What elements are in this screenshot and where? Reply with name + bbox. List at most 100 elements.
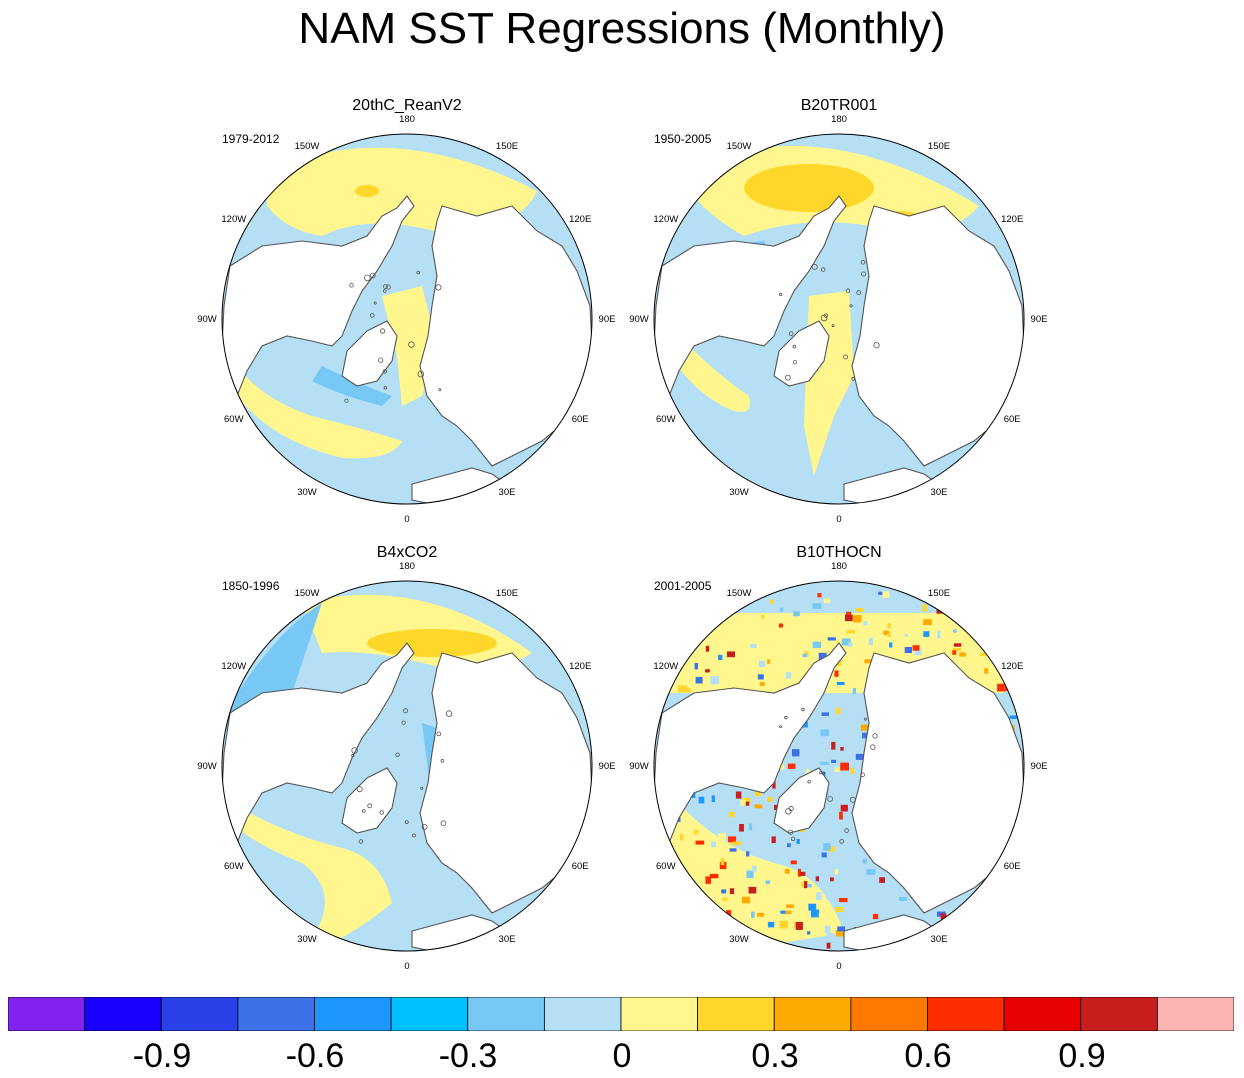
longitude-label: 120W	[221, 661, 246, 672]
longitude-label: 120E	[569, 214, 591, 225]
longitude-label: 90E	[599, 314, 616, 325]
colorbar-box	[850, 997, 928, 1031]
longitude-label: 120E	[569, 661, 591, 672]
land-mass	[341, 767, 398, 834]
map-panel-2: B20TR001 1950-2005 180 150E 120E 90E 60E 30E 0…	[624, 96, 1054, 536]
longitude-label: 180	[831, 561, 847, 572]
polar-map: 180 150E 120E 90E 60E 30E 0 30W 60W 90W 120W 150W	[197, 114, 616, 525]
colorbar-box	[314, 997, 392, 1031]
panel-title: B4xCO2	[376, 544, 438, 561]
longitude-label: 150W	[727, 588, 752, 599]
longitude-label: 30W	[729, 934, 749, 945]
longitude-label: 0	[836, 514, 841, 525]
colorbar-box	[1003, 997, 1082, 1031]
land-mass	[419, 205, 592, 467]
panel-title: 20thC_ReanV2	[352, 97, 462, 114]
figure-title: NAM SST Regressions (Monthly)	[298, 4, 946, 53]
longitude-label: 60W	[224, 414, 244, 425]
colorbar-box	[467, 997, 545, 1031]
land-mass	[773, 320, 830, 387]
longitude-label: 60W	[224, 861, 244, 872]
map-panel-4: B10THOCN 2001-2005 180 150E 120E 90E 60E 30E 0…	[624, 543, 1054, 983]
panel-period: 1850-1996	[222, 579, 280, 593]
colorbar-box	[927, 997, 1005, 1031]
colorbar-box	[237, 997, 315, 1031]
colorbar-tick-label: 0.9	[1058, 1037, 1106, 1075]
longitude-label: 0	[404, 961, 409, 972]
colorbar-tick-label: 0	[612, 1037, 632, 1075]
longitude-label: 60W	[656, 414, 676, 425]
land-mass	[773, 767, 830, 834]
colorbar-box	[1156, 997, 1234, 1031]
map-boundary	[653, 133, 1025, 505]
colorbar-box	[390, 997, 469, 1031]
longitude-label: 90W	[629, 761, 649, 772]
polar-map: 180 150E 120E 90E 60E 30E 0 30W 60W 90W 120W 150W	[629, 114, 1048, 525]
colorbar-tick-label: 0.6	[904, 1037, 952, 1075]
sst-field	[222, 581, 592, 951]
longitude-label: 0	[836, 961, 841, 972]
panel-title: B10THOCN	[796, 544, 882, 561]
colorbar-box	[620, 997, 699, 1031]
longitude-label: 90E	[1031, 314, 1048, 325]
map-panel-1: 20thC_ReanV2 1979-2012 180 150E 120E 90E 60E…	[192, 96, 622, 536]
longitude-label: 150W	[727, 141, 752, 152]
colorbar-box	[8, 997, 86, 1031]
colorbar	[8, 997, 1234, 1031]
longitude-label: 60E	[1004, 414, 1021, 425]
panel-title: B20TR001	[800, 97, 878, 114]
colorbar-box	[1080, 997, 1158, 1031]
longitude-label: 90W	[629, 314, 649, 325]
longitude-label: 120E	[1001, 661, 1023, 672]
map-boundary	[221, 580, 593, 952]
longitude-label: 30E	[931, 487, 948, 498]
polar-map: 180 150E 120E 90E 60E 30E 0 30W 60W 90W 120W 150W	[197, 561, 616, 972]
longitude-label: 60E	[572, 861, 589, 872]
longitude-label: 90E	[1031, 761, 1048, 772]
colorbar-tick-label: 0.3	[751, 1037, 799, 1075]
longitude-label: 30W	[297, 487, 317, 498]
polar-map: 180 150E 120E 90E 60E 30E 0 30W 60W 90W 120W 150W	[629, 561, 1048, 972]
longitude-label: 30E	[931, 934, 948, 945]
colorbar-box	[773, 997, 852, 1031]
longitude-label: 180	[831, 114, 847, 125]
longitude-label: 150E	[496, 588, 518, 599]
colorbar-tick-label: -0.3	[438, 1037, 498, 1075]
longitude-label: 90E	[599, 761, 616, 772]
longitude-label: 90W	[197, 314, 217, 325]
land-mass	[851, 205, 1024, 467]
colorbar-box	[160, 997, 239, 1031]
map-panel-3: B4xCO2 1850-1996 180 150E 120E 90E 60E 30E 0 30…	[192, 543, 622, 983]
map-boundary	[653, 580, 1025, 952]
longitude-label: 30W	[297, 934, 317, 945]
longitude-label: 180	[399, 114, 415, 125]
land-mass	[851, 652, 1024, 914]
panel-period: 2001-2005	[654, 579, 712, 593]
sst-field	[654, 581, 1024, 951]
longitude-label: 150E	[928, 141, 950, 152]
longitude-label: 60E	[1004, 861, 1021, 872]
longitude-label: 150W	[295, 588, 320, 599]
longitude-label: 180	[399, 561, 415, 572]
longitude-label: 120W	[221, 214, 246, 225]
colorbar-box	[697, 997, 775, 1031]
colorbar-boxes	[8, 997, 1234, 1031]
sst-field	[222, 134, 592, 504]
longitude-label: 30W	[729, 487, 749, 498]
land-mass	[341, 320, 398, 387]
longitude-label: 60E	[572, 414, 589, 425]
longitude-label: 30E	[499, 487, 516, 498]
longitude-label: 150E	[496, 141, 518, 152]
longitude-label: 120E	[1001, 214, 1023, 225]
longitude-label: 120W	[653, 214, 678, 225]
map-boundary	[221, 133, 593, 505]
panel-period: 1979-2012	[222, 132, 280, 146]
colorbar-box	[84, 997, 162, 1031]
longitude-label: 30E	[499, 934, 516, 945]
sst-field	[654, 134, 1024, 504]
colorbar-tick-label: -0.6	[285, 1037, 345, 1075]
colorbar-tick-label: -0.9	[132, 1037, 192, 1075]
land-mass	[419, 652, 592, 914]
longitude-label: 60W	[656, 861, 676, 872]
panel-period: 1950-2005	[654, 132, 712, 146]
